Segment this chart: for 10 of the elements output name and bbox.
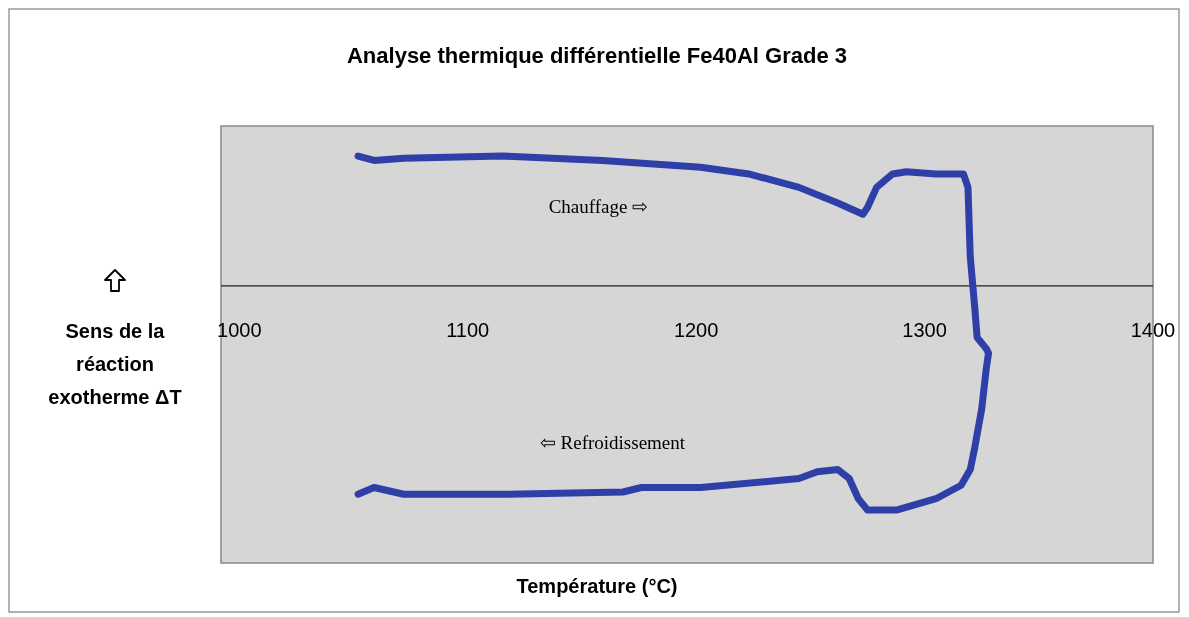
x-tick-label: 1400 — [1130, 318, 1176, 341]
y-axis-title: Sens de la réaction exotherme ΔT — [48, 320, 182, 408]
x-tick-label: 1000 — [217, 318, 262, 341]
x-axis-title: Température (°C) — [516, 575, 678, 597]
chart-title: Analyse thermique différentielle Fe40Al Grade 3 — [346, 43, 848, 68]
annotation: ⇦ Refroidissement — [539, 432, 686, 454]
x-tick-label: 1300 — [902, 318, 947, 341]
x-tick-label: 1100 — [446, 318, 490, 341]
x-tick-label: 1200 — [673, 318, 719, 341]
annotation: Chauffage ⇨ — [548, 196, 649, 218]
